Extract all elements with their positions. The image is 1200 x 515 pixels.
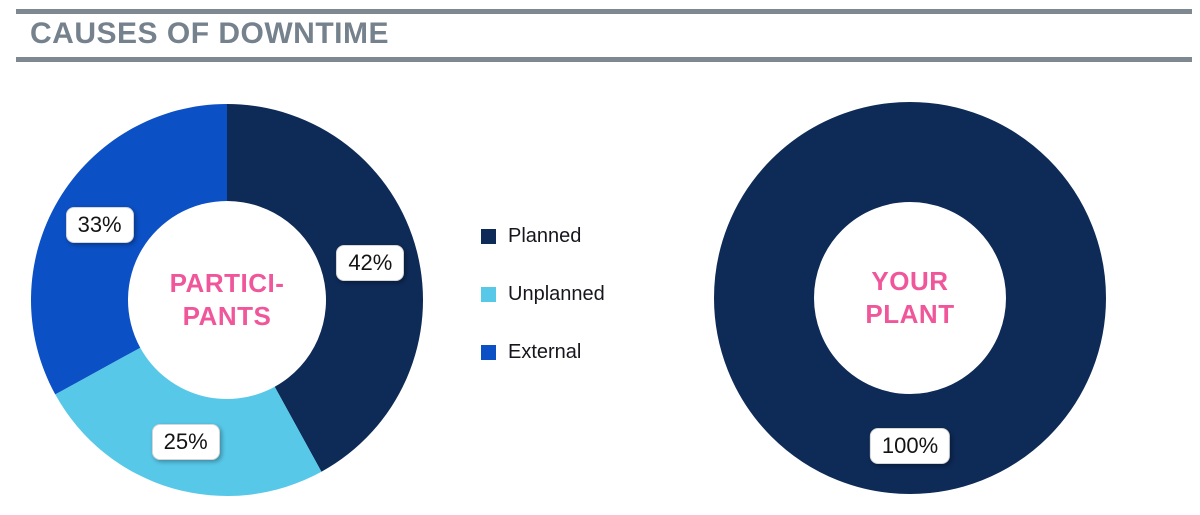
legend-item-unplanned: Unplanned [481,283,605,306]
pie-slice-unplanned [55,347,322,496]
planned-swatch-icon [481,229,496,244]
pie-slice-external [31,104,227,395]
title-separator-top [16,9,1192,14]
legend-label: Planned [508,225,582,247]
data-label-external: 33% [65,206,134,243]
legend-label: Unplanned [508,283,605,305]
pie-slice-planned [227,104,423,472]
center-label-line: PANTS [182,301,272,331]
center-label-line: PLANT [865,299,955,329]
external-swatch-icon [481,345,496,360]
center-label-line: PARTICI- [169,268,285,298]
unplanned-swatch-icon [481,287,496,302]
data-label-planned: 42% [336,245,405,282]
donut-center-label: YOUR PLANT [865,265,954,331]
participants-donut-chart: PARTICI- PANTS 42% 25% 33% [31,104,423,496]
page-title: CAUSES OF DOWNTIME [30,17,389,50]
legend-label: External [508,341,582,363]
donut-center-label: PARTICI- PANTS [170,267,285,333]
legend-item-planned: Planned [481,225,605,248]
legend: Planned Unplanned External [481,225,605,399]
center-label-line: YOUR [871,266,949,296]
legend-item-external: External [481,341,605,364]
title-separator-bottom [16,57,1192,62]
donut-svg [31,104,423,496]
data-label-planned: 100% [869,428,951,464]
your-plant-donut-chart: YOUR PLANT 100% [714,102,1106,494]
data-label-unplanned: 25% [151,424,220,461]
